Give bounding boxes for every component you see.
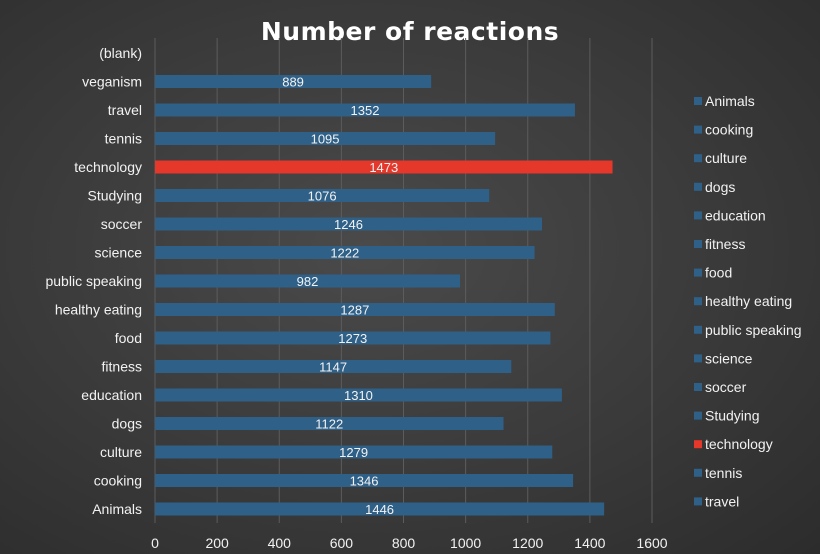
bar-healthy-eating <box>155 303 555 316</box>
category-label-food: food <box>115 330 142 346</box>
bar-cooking <box>155 474 574 487</box>
bar-food <box>155 331 551 345</box>
legend-label-science: science <box>705 350 753 366</box>
x-tick-label-600: 600 <box>330 535 354 551</box>
data-label-technology: 1473 <box>369 160 398 175</box>
legend-swatch-education <box>694 211 702 220</box>
category-label-studying: Studying <box>88 188 142 204</box>
bar-studying <box>155 189 490 202</box>
legend-swatch-food <box>694 268 702 277</box>
legend-swatch-science <box>694 354 702 363</box>
category-label-soccer: soccer <box>101 216 143 232</box>
legend-label-healthy-eating: healthy eating <box>705 293 792 309</box>
x-tick-label-1400: 1400 <box>574 535 605 551</box>
category-label-tennis: tennis <box>105 131 142 147</box>
category-label-veganism: veganism <box>82 74 142 90</box>
data-label-healthy-eating: 1287 <box>340 303 369 318</box>
x-tick-label-800: 800 <box>392 535 416 551</box>
x-tick-label-1000: 1000 <box>450 535 481 551</box>
category-label-dogs: dogs <box>112 416 142 432</box>
data-label-tennis: 1095 <box>311 132 340 147</box>
category-label-healthy-eating: healthy eating <box>55 302 142 318</box>
bar-public-speaking <box>155 274 461 288</box>
legend-swatch-fitness <box>694 240 702 248</box>
bar-technology <box>155 160 613 174</box>
legend-swatch-travel <box>694 497 702 506</box>
data-label-culture: 1279 <box>339 445 368 460</box>
legend-label-food: food <box>705 265 732 281</box>
legend-label-cooking: cooking <box>705 122 753 138</box>
bar-dogs <box>155 417 504 430</box>
x-tick-label-400: 400 <box>268 535 292 551</box>
category-label-blank: (blank) <box>99 45 142 61</box>
data-label-food: 1273 <box>338 331 367 346</box>
legend-label-soccer: soccer <box>705 379 747 395</box>
category-label-public-speaking: public speaking <box>45 273 142 289</box>
legend-swatch-soccer <box>694 383 702 391</box>
legend-label-studying: Studying <box>705 408 759 424</box>
x-tick-label-1600: 1600 <box>636 535 667 551</box>
legend-label-technology: technology <box>705 436 773 452</box>
category-labels: Animals cooking culture dogs education fitnes… <box>45 45 142 517</box>
legend-label-travel: travel <box>705 493 739 509</box>
bar-animals <box>155 502 605 516</box>
legend-swatch-dogs <box>694 182 702 191</box>
category-label-travel: travel <box>108 102 142 118</box>
legend-label-dogs: dogs <box>705 179 735 195</box>
chart-title: Number of reactions <box>261 17 559 46</box>
legend-swatch-studying <box>694 411 702 420</box>
data-label-animals: 1446 <box>365 502 394 517</box>
bar-tennis <box>155 132 496 145</box>
bar-veganism <box>155 75 432 88</box>
legend-swatch-tennis <box>694 468 702 477</box>
legend-swatch-animals <box>694 97 702 105</box>
data-label-soccer: 1246 <box>334 217 363 232</box>
data-label-cooking: 1346 <box>350 474 379 489</box>
data-label-dogs: 1122 <box>315 417 343 432</box>
legend-label-education: education <box>705 207 766 223</box>
bar-education <box>155 388 562 402</box>
data-label-fitness: 1147 <box>319 360 347 375</box>
x-axis-ticks: 0 200 400 600 800 1000 1200 1400 1600 <box>151 535 668 551</box>
legend-label-fitness: fitness <box>705 236 745 252</box>
legend: Animals cooking culture dogs education fitnes… <box>694 93 802 509</box>
x-tick-label-200: 200 <box>205 535 229 551</box>
legend-swatch-culture <box>694 154 702 163</box>
category-label-animals: Animals <box>92 501 142 517</box>
category-label-technology: technology <box>74 159 142 175</box>
legend-label-culture: culture <box>705 150 747 166</box>
bar-culture <box>155 445 553 459</box>
category-label-science: science <box>95 245 143 261</box>
legend-label-tennis: tennis <box>705 465 742 481</box>
data-label-studying: 1076 <box>308 189 337 204</box>
data-label-science: 1222 <box>330 246 359 261</box>
legend-label-public-speaking: public speaking <box>705 322 802 338</box>
bar-fitness <box>155 360 512 373</box>
bar-travel <box>155 103 575 117</box>
category-label-cooking: cooking <box>94 473 142 489</box>
data-label-public-speaking: 982 <box>297 274 319 289</box>
category-label-fitness: fitness <box>102 359 142 375</box>
legend-label-animals: Animals <box>705 93 755 109</box>
data-label-veganism: 889 <box>282 75 304 90</box>
bar-soccer <box>155 217 543 231</box>
bar-science <box>155 246 535 259</box>
category-label-education: education <box>81 387 142 403</box>
legend-swatch-healthy-eating <box>694 297 702 306</box>
legend-swatch-technology <box>694 440 702 449</box>
x-tick-label-1200: 1200 <box>512 535 543 551</box>
data-label-travel: 1352 <box>351 103 380 118</box>
legend-swatch-cooking <box>694 125 702 134</box>
data-label-education: 1310 <box>344 388 373 403</box>
bars <box>155 75 613 516</box>
x-tick-label-0: 0 <box>151 535 159 551</box>
legend-swatch-public-speaking <box>694 325 702 334</box>
category-label-culture: culture <box>100 444 142 460</box>
